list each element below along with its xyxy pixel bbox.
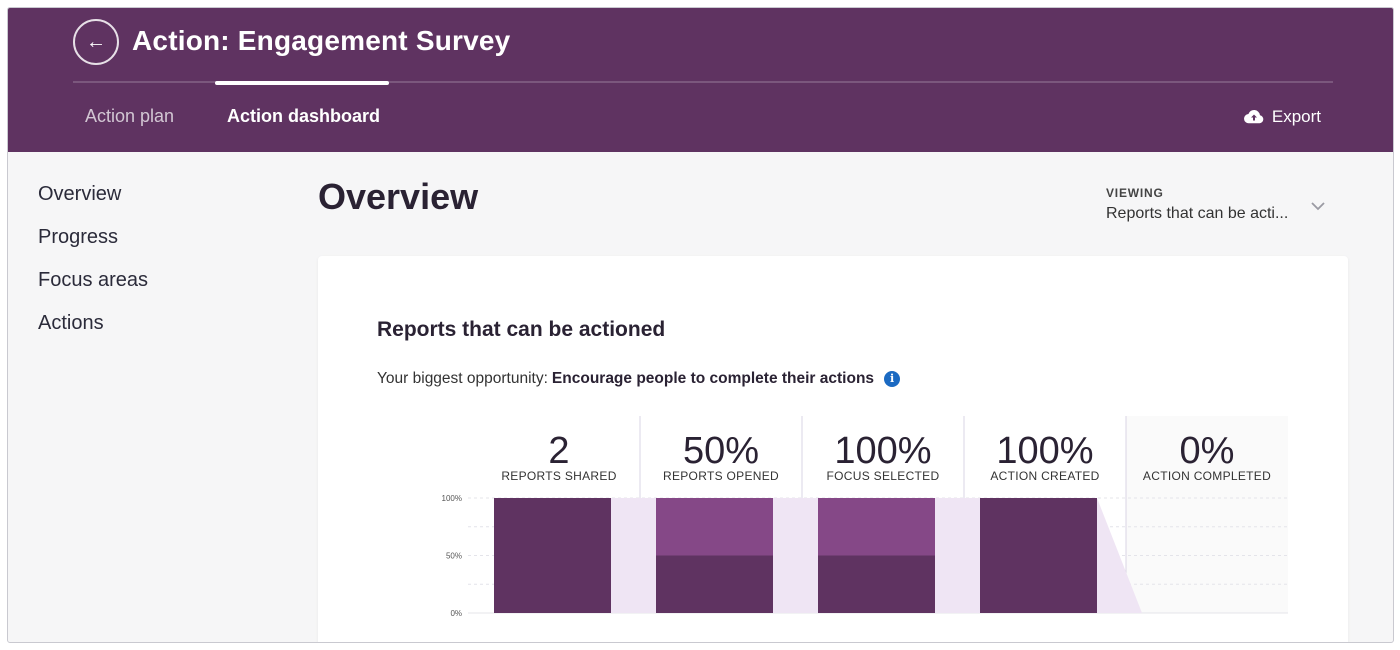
opportunity-text: Your biggest opportunity: Encourage peop… bbox=[377, 370, 901, 388]
chart-bar-base bbox=[494, 498, 611, 613]
export-label: Export bbox=[1271, 107, 1321, 126]
y-tick-label: 0% bbox=[450, 609, 462, 618]
chart-column-bg bbox=[1126, 416, 1288, 613]
sidebar-item-focus-areas[interactable]: Focus areas bbox=[38, 269, 149, 291]
reports-card: Reports that can be actioned Your bigges… bbox=[318, 256, 1348, 642]
stage-label: REPORTS SHARED bbox=[501, 469, 616, 483]
chart-bar-base bbox=[980, 498, 1097, 613]
sidebar-item-progress[interactable]: Progress bbox=[38, 226, 119, 248]
opportunity-value: Encourage people to complete their actio… bbox=[551, 370, 875, 387]
funnel-connector bbox=[935, 498, 980, 613]
stage-value: 100% bbox=[834, 430, 931, 472]
y-tick-label: 50% bbox=[446, 552, 462, 561]
page-header: ← Action: Engagement Survey Action plan … bbox=[8, 8, 1393, 152]
chevron-down-icon bbox=[1311, 202, 1325, 211]
chart-bar-top bbox=[656, 498, 773, 556]
back-button[interactable]: ← bbox=[73, 19, 119, 65]
viewing-value: Reports that can be acti... bbox=[1106, 205, 1289, 222]
export-button[interactable]: Export bbox=[1243, 107, 1321, 127]
stage-value: 100% bbox=[996, 430, 1093, 472]
page-title: Overview bbox=[318, 176, 479, 217]
stage-label: ACTION CREATED bbox=[990, 469, 1099, 483]
funnel-connector bbox=[611, 498, 656, 613]
app-title: Action: Engagement Survey bbox=[132, 25, 511, 56]
tab-action-dashboard[interactable]: Action dashboard bbox=[227, 106, 381, 126]
stage-value: 0% bbox=[1180, 430, 1235, 472]
cloud-upload-icon bbox=[1243, 110, 1264, 124]
stage-label: REPORTS OPENED bbox=[663, 469, 779, 483]
sidebar-nav: Overview Progress Focus areas Actions bbox=[38, 183, 148, 355]
header-divider bbox=[73, 81, 1333, 83]
chart-bar-top bbox=[818, 498, 935, 556]
info-icon[interactable]: i bbox=[884, 371, 901, 387]
chart-bar-base bbox=[818, 555, 935, 613]
stage-label: ACTION COMPLETED bbox=[1143, 469, 1271, 483]
stage-label: FOCUS SELECTED bbox=[827, 469, 940, 483]
chart-bar-base bbox=[656, 555, 773, 613]
funnel-connector bbox=[773, 498, 818, 613]
card-title: Reports that can be actioned bbox=[377, 318, 666, 341]
stage-value: 2 bbox=[548, 430, 569, 472]
tab-action-plan[interactable]: Action plan bbox=[85, 106, 175, 126]
app-frame: ← Action: Engagement Survey Action plan … bbox=[7, 7, 1394, 643]
active-tab-indicator bbox=[215, 81, 389, 85]
sidebar-item-overview[interactable]: Overview bbox=[38, 183, 122, 205]
y-tick-label: 100% bbox=[442, 494, 462, 503]
arrow-left-icon: ← bbox=[86, 31, 106, 53]
stage-value: 50% bbox=[683, 430, 759, 472]
sidebar-item-actions[interactable]: Actions bbox=[38, 312, 104, 334]
viewing-dropdown[interactable]: VIEWING Reports that can be acti... bbox=[1106, 186, 1336, 223]
funnel-connector bbox=[1097, 498, 1142, 613]
viewing-label: VIEWING bbox=[1106, 186, 1164, 200]
opportunity-prefix: Your biggest opportunity: bbox=[377, 370, 548, 387]
